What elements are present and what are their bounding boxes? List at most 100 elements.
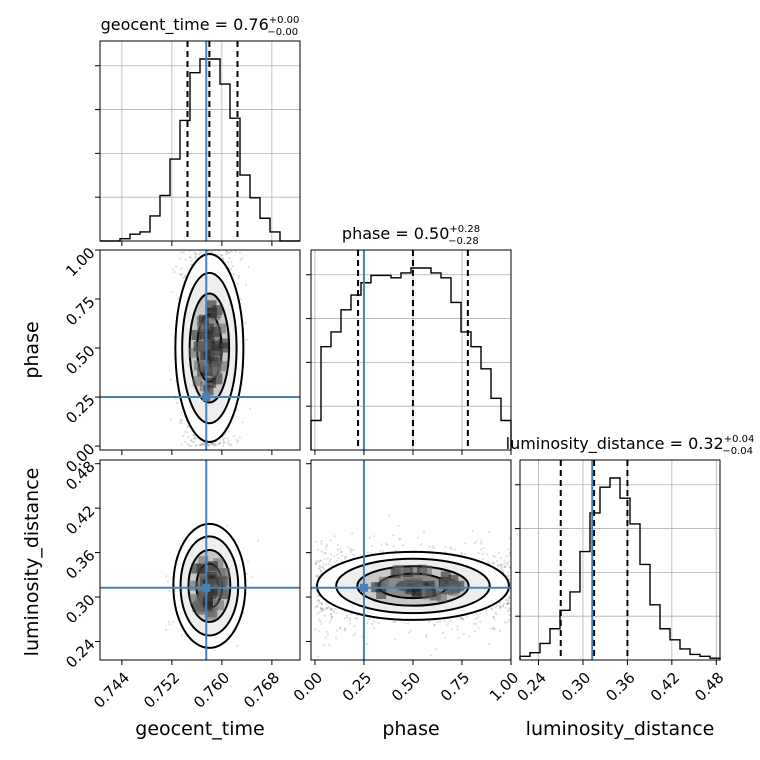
sample-point xyxy=(320,622,323,625)
sample-point xyxy=(398,538,401,541)
sample-point xyxy=(350,550,353,554)
density-cell xyxy=(196,563,207,574)
title-phase: phase = 0.50+0.28 −0.28 xyxy=(342,224,480,247)
density-cell xyxy=(192,376,203,387)
sample-point xyxy=(444,636,447,640)
sample-point xyxy=(225,252,228,256)
sample-point xyxy=(320,603,323,606)
x-tick-label-phase: 0.75 xyxy=(437,669,473,705)
sample-point xyxy=(318,611,321,614)
sample-point xyxy=(479,620,482,624)
density-cell xyxy=(440,571,451,582)
sample-point xyxy=(503,621,506,624)
sample-point xyxy=(434,647,437,651)
sample-point xyxy=(213,442,217,445)
sample-point xyxy=(230,268,233,271)
y-tick-label-phase: 0.25 xyxy=(62,391,98,427)
sample-point xyxy=(323,551,326,554)
sample-point xyxy=(232,273,235,276)
sample-point xyxy=(184,275,187,279)
sample-point xyxy=(199,444,202,447)
sample-point xyxy=(460,553,463,556)
sample-point xyxy=(214,444,217,447)
sample-point xyxy=(193,436,196,439)
sample-point xyxy=(227,251,230,255)
histogram-step xyxy=(519,477,721,660)
title-main: phase = 0.50 xyxy=(342,224,449,243)
sample-point xyxy=(170,418,173,421)
sample-point xyxy=(499,605,502,608)
sample-point xyxy=(450,547,453,550)
sample-point xyxy=(402,544,405,547)
sample-point xyxy=(315,574,318,578)
sample-point xyxy=(330,612,333,616)
sample-point xyxy=(235,438,238,441)
sample-point xyxy=(344,558,347,561)
title-lower-error: −0.00 xyxy=(267,27,298,38)
sample-point xyxy=(332,609,335,612)
density-cell xyxy=(198,556,209,567)
sample-point xyxy=(497,564,500,567)
sample-point xyxy=(507,548,510,551)
sample-point xyxy=(404,622,407,625)
density-cell xyxy=(422,565,432,576)
sample-point xyxy=(168,589,171,593)
sample-point xyxy=(380,543,383,546)
sample-point xyxy=(186,436,190,439)
sample-point xyxy=(492,626,495,629)
sample-point xyxy=(241,383,244,386)
sample-point xyxy=(180,419,183,422)
sample-point xyxy=(449,619,452,623)
sample-point xyxy=(436,620,439,624)
sample-point xyxy=(245,338,248,341)
sample-point xyxy=(339,551,342,554)
sample-point xyxy=(321,565,324,568)
sample-point xyxy=(317,561,320,564)
sample-point xyxy=(508,537,511,540)
sample-point xyxy=(493,628,496,631)
title-main: geocent_time = 0.76 xyxy=(101,15,269,35)
sample-point xyxy=(324,552,327,555)
truth-marker xyxy=(202,583,211,592)
density-cell xyxy=(205,578,216,589)
sample-point xyxy=(227,260,230,263)
sample-point xyxy=(184,274,187,277)
sample-point xyxy=(398,537,402,541)
sample-point xyxy=(189,444,192,447)
sample-point xyxy=(333,561,336,564)
sample-point xyxy=(246,560,249,563)
sample-point xyxy=(502,604,505,607)
sample-point xyxy=(392,545,395,548)
sample-point xyxy=(244,322,247,325)
sample-point xyxy=(480,548,483,551)
sample-point xyxy=(315,560,319,563)
sample-point xyxy=(508,602,511,605)
sample-point xyxy=(478,612,482,615)
truth-marker xyxy=(202,393,211,402)
sample-point xyxy=(320,539,323,543)
sample-point xyxy=(314,628,317,631)
density-cell xyxy=(211,340,222,351)
sample-point xyxy=(319,606,322,610)
sample-point xyxy=(508,609,511,612)
x-tick-label-luminosity_distance: 0.48 xyxy=(691,669,727,705)
sample-point xyxy=(392,534,395,537)
sample-point xyxy=(317,655,320,658)
sample-point xyxy=(315,540,318,543)
sample-point xyxy=(442,631,445,634)
sample-point xyxy=(354,617,357,620)
sample-point xyxy=(315,561,318,564)
sample-point xyxy=(457,636,460,639)
sample-point xyxy=(320,566,323,569)
sample-point xyxy=(508,607,511,610)
sample-point xyxy=(499,556,502,560)
sample-point xyxy=(184,258,187,261)
hist-luminosity_distance: luminosity_distance = 0.32+0.04 −0.04 xyxy=(506,434,754,661)
sample-point xyxy=(247,266,250,269)
x-tick-label-luminosity_distance: 0.30 xyxy=(558,669,594,705)
sample-point xyxy=(485,610,488,613)
sample-point xyxy=(237,439,240,442)
sample-point xyxy=(237,277,240,280)
sample-point xyxy=(494,611,497,614)
density-cell xyxy=(448,585,459,596)
